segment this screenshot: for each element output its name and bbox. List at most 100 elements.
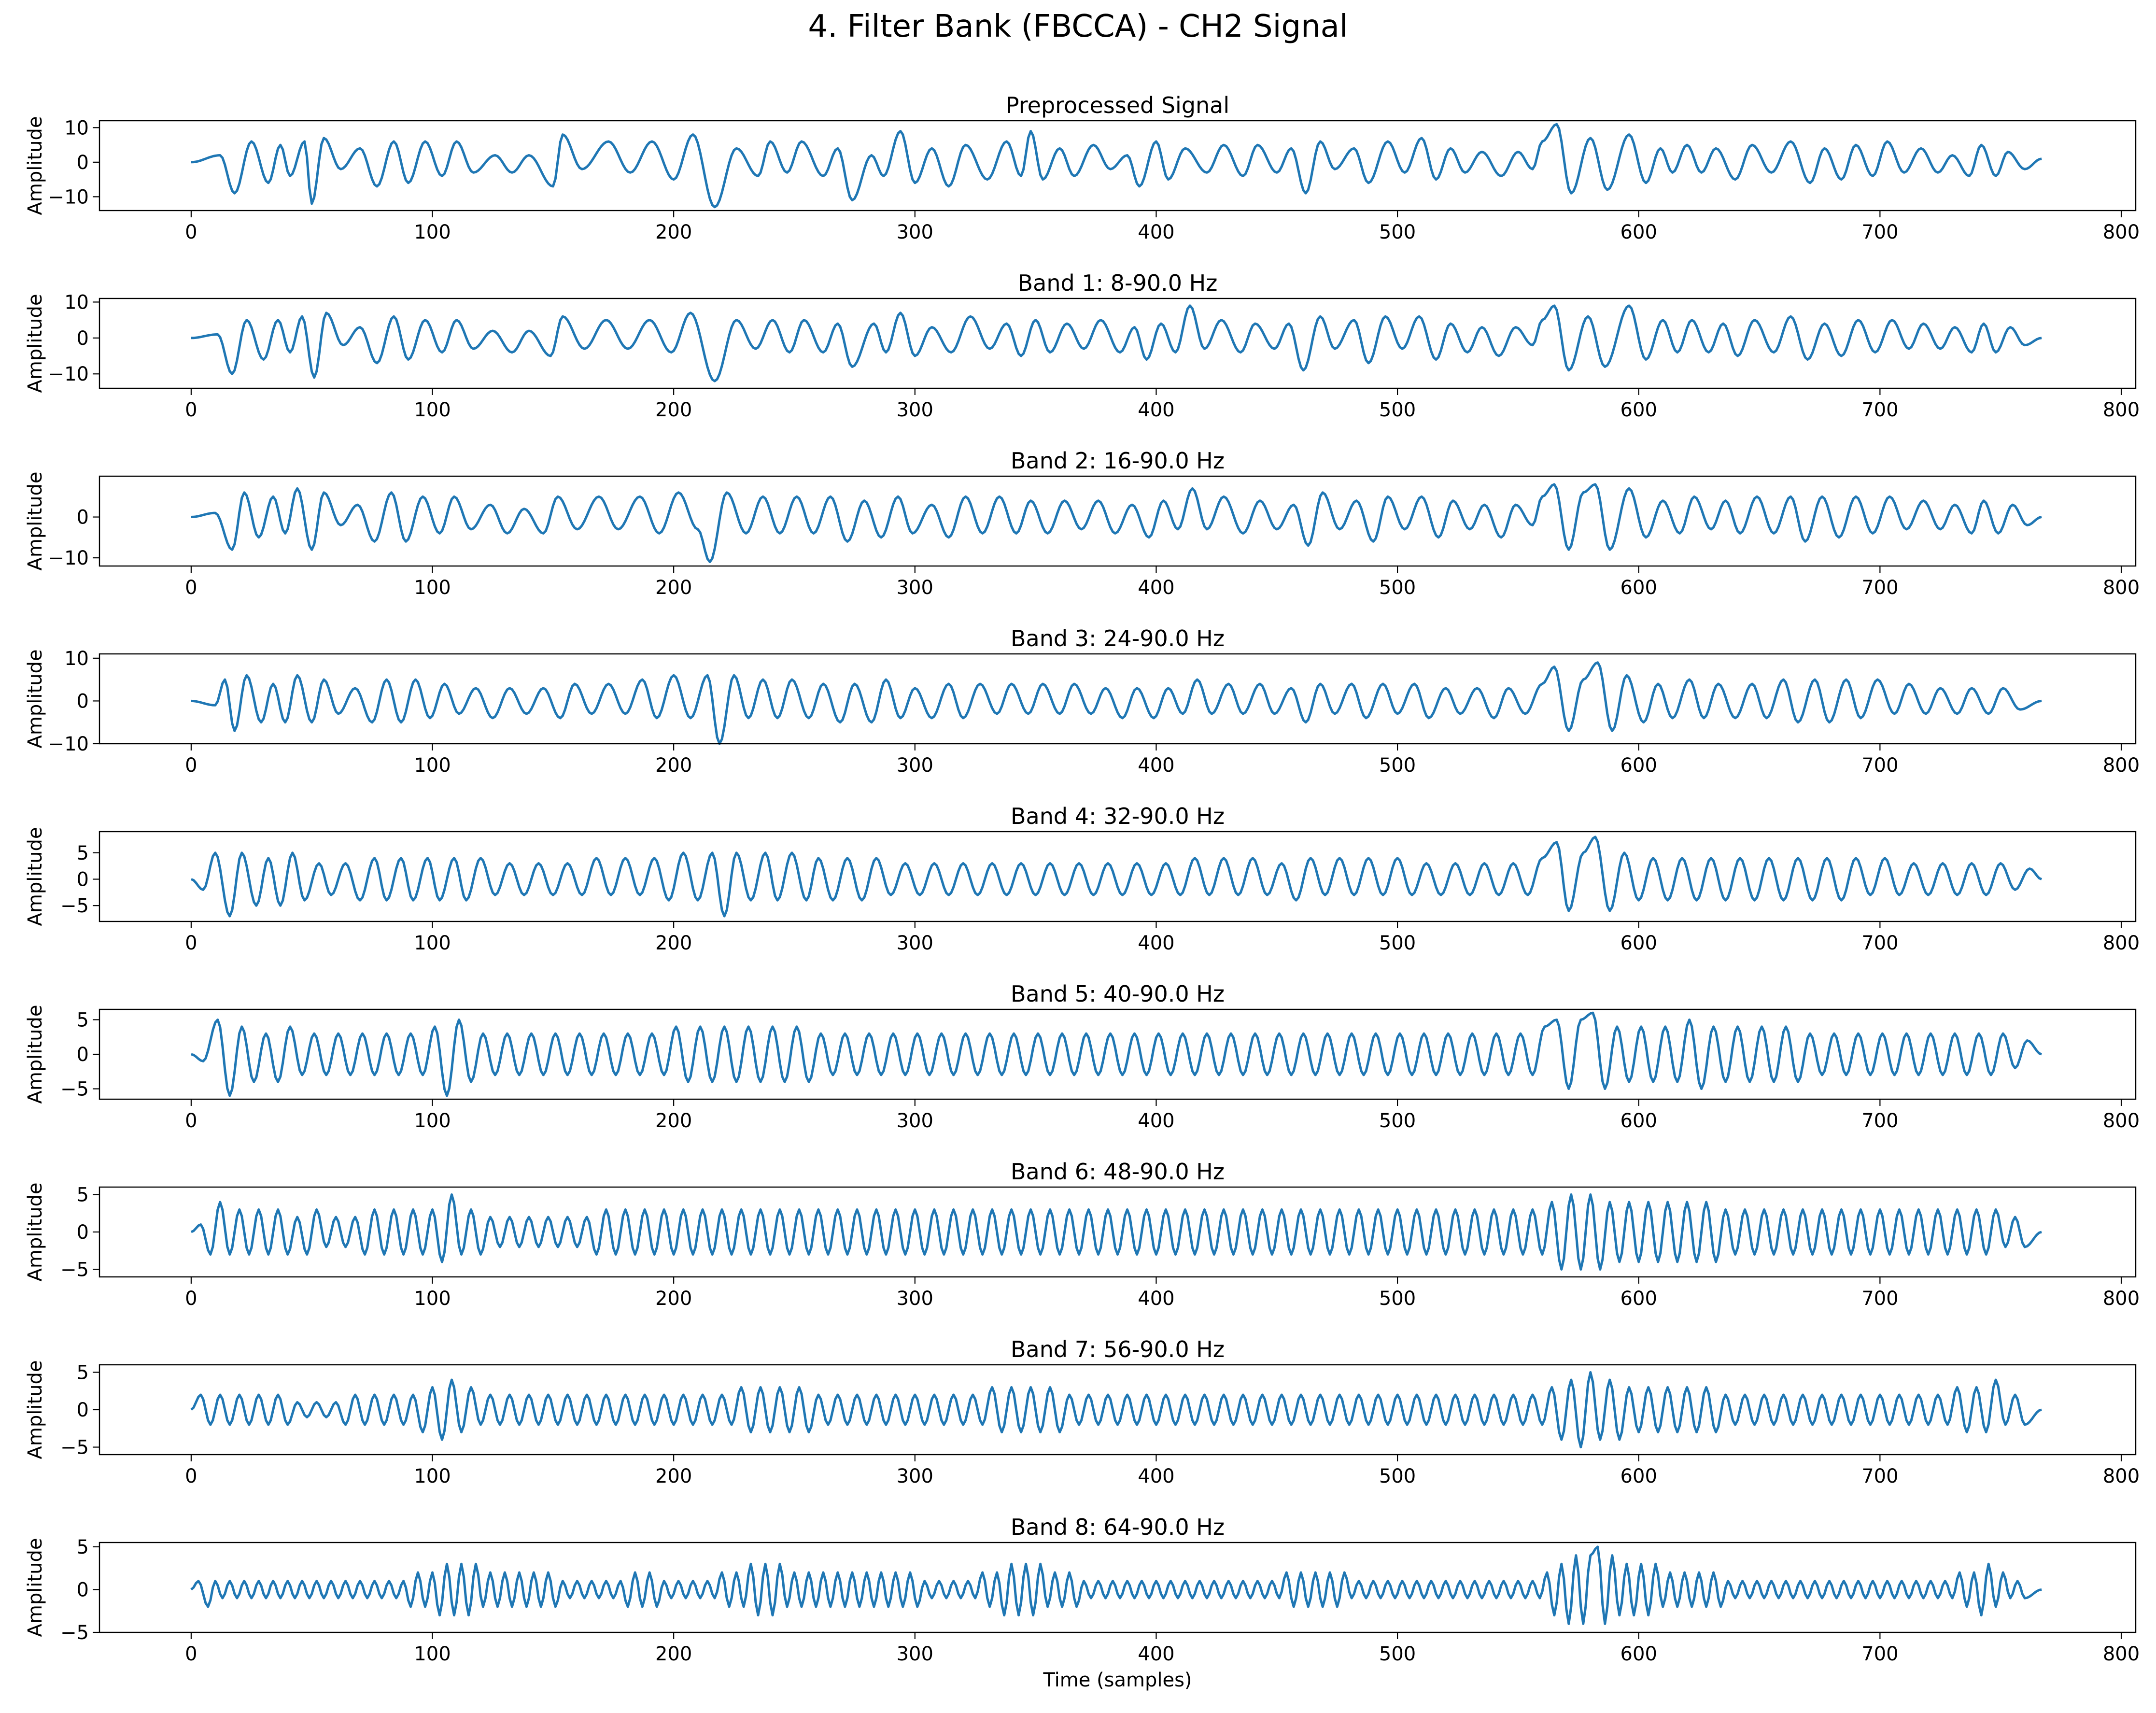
signal-line <box>190 1545 2042 1625</box>
subplot-5: Band 4: 32-90.0 Hz Amplitude 0 100 200 300 400… <box>24 803 2140 954</box>
y-axis-label: Amplitude <box>24 294 46 393</box>
x-tick-label: 400 <box>1138 1110 1174 1132</box>
x-tick-label: 700 <box>1861 1643 1898 1665</box>
x-tick-label: 100 <box>414 1110 451 1132</box>
signal-line <box>191 483 2042 563</box>
subplot-title: Preprocessed Signal <box>1006 92 1229 118</box>
x-tick-label: 600 <box>1621 1643 1657 1665</box>
y-tick-label: −10 <box>48 363 89 385</box>
y-tick-label: 5 <box>77 1184 89 1206</box>
x-tick-label: 0 <box>185 1110 197 1132</box>
y-tick-label: 10 <box>64 291 89 313</box>
axes-frame <box>99 297 2137 389</box>
x-tick-label: 0 <box>185 399 197 421</box>
x-tick-label: 500 <box>1379 399 1416 421</box>
signal-line <box>191 304 2042 382</box>
x-tick-label: 300 <box>897 1643 933 1665</box>
x-tick-label: 200 <box>655 1465 692 1487</box>
x-tick-label: 800 <box>2103 1643 2140 1665</box>
y-tick-label: 0 <box>77 1399 89 1421</box>
x-tick-label: 300 <box>897 1465 933 1487</box>
x-tick-label: 700 <box>1861 1465 1898 1487</box>
y-tick-label: 10 <box>64 648 89 670</box>
x-tick-label: 600 <box>1621 577 1657 599</box>
x-tick-label: 600 <box>1621 1110 1657 1132</box>
axes-frame <box>99 475 2137 567</box>
x-tick-label: 200 <box>655 577 692 599</box>
x-tick-label: 500 <box>1379 1465 1416 1487</box>
x-tick-label: 100 <box>414 932 451 954</box>
x-tick-label: 0 <box>185 1288 197 1310</box>
x-tick-label: 400 <box>1138 399 1174 421</box>
x-tick-label: 300 <box>897 399 933 421</box>
x-tick-label: 600 <box>1621 1288 1657 1310</box>
subplot-title: Band 4: 32-90.0 Hz <box>1011 803 1225 829</box>
x-tick-label: 800 <box>2103 1465 2140 1487</box>
y-tick-label: −10 <box>48 186 89 208</box>
x-tick-label: 100 <box>414 577 451 599</box>
y-tick-label: −5 <box>60 1437 89 1459</box>
x-tick-label: 400 <box>1138 1288 1174 1310</box>
y-tick-label: 5 <box>77 1362 89 1384</box>
y-tick-label: 10 <box>64 117 89 139</box>
x-tick-label: 700 <box>1861 1110 1898 1132</box>
x-tick-label: 700 <box>1861 932 1898 954</box>
x-tick-label: 200 <box>655 399 692 421</box>
y-axis-label: Amplitude <box>24 650 46 749</box>
y-axis-label: Amplitude <box>24 1538 46 1637</box>
x-tick-label: 100 <box>414 754 451 777</box>
y-axis-label: Amplitude <box>24 1005 46 1104</box>
y-axis-label: Amplitude <box>24 1360 46 1459</box>
signal-line <box>190 835 2043 918</box>
x-tick-label: 400 <box>1138 754 1174 777</box>
x-tick-label: 300 <box>897 577 933 599</box>
subplot-title: Band 2: 16-90.0 Hz <box>1011 448 1225 474</box>
subplot-title: Band 3: 24-90.0 Hz <box>1011 625 1225 651</box>
x-tick-label: 400 <box>1138 1643 1174 1665</box>
x-tick-label: 100 <box>414 1288 451 1310</box>
x-tick-label: 400 <box>1138 1465 1174 1487</box>
x-tick-label: 500 <box>1379 1288 1416 1310</box>
y-tick-label: 0 <box>77 1579 89 1601</box>
subplot-title: Band 7: 56-90.0 Hz <box>1011 1336 1225 1362</box>
x-tick-label: 200 <box>655 1110 692 1132</box>
x-tick-label: 700 <box>1861 399 1898 421</box>
x-tick-label: 400 <box>1138 577 1174 599</box>
x-tick-label: 0 <box>185 754 197 777</box>
axes-frame <box>99 1364 2137 1456</box>
x-axis-label: Time (samples) <box>1043 1669 1192 1691</box>
signal-line <box>191 123 2042 209</box>
x-tick-label: 100 <box>414 1643 451 1665</box>
y-tick-label: −5 <box>60 1259 89 1281</box>
x-tick-label: 700 <box>1861 221 1898 243</box>
subplot-title: Band 5: 40-90.0 Hz <box>1011 981 1225 1007</box>
x-tick-label: 200 <box>655 932 692 954</box>
x-tick-label: 0 <box>185 1465 197 1487</box>
x-tick-label: 700 <box>1861 577 1898 599</box>
y-tick-label: 0 <box>77 1044 89 1066</box>
x-tick-label: 800 <box>2103 932 2140 954</box>
x-tick-label: 0 <box>185 932 197 954</box>
x-tick-label: 600 <box>1621 221 1657 243</box>
x-tick-label: 600 <box>1621 1465 1657 1487</box>
x-tick-label: 100 <box>414 399 451 421</box>
subplot-6: Band 5: 40-90.0 Hz Amplitude 0 100 200 300 400… <box>24 981 2140 1132</box>
x-tick-label: 200 <box>655 221 692 243</box>
y-tick-label: 0 <box>77 327 89 350</box>
y-tick-label: 0 <box>77 1221 89 1244</box>
subplot-7: Band 6: 48-90.0 Hz Amplitude 0 100 200 300 400… <box>24 1159 2140 1310</box>
x-tick-label: 100 <box>414 221 451 243</box>
x-tick-label: 300 <box>897 1110 933 1132</box>
y-tick-label: −10 <box>48 547 89 569</box>
x-tick-label: 600 <box>1621 754 1657 777</box>
x-tick-label: 400 <box>1138 221 1174 243</box>
y-tick-label: 0 <box>77 152 89 174</box>
x-tick-label: 200 <box>655 1643 692 1665</box>
axes-frame <box>99 831 2137 922</box>
y-tick-label: −5 <box>60 1622 89 1644</box>
x-tick-label: 500 <box>1379 221 1416 243</box>
